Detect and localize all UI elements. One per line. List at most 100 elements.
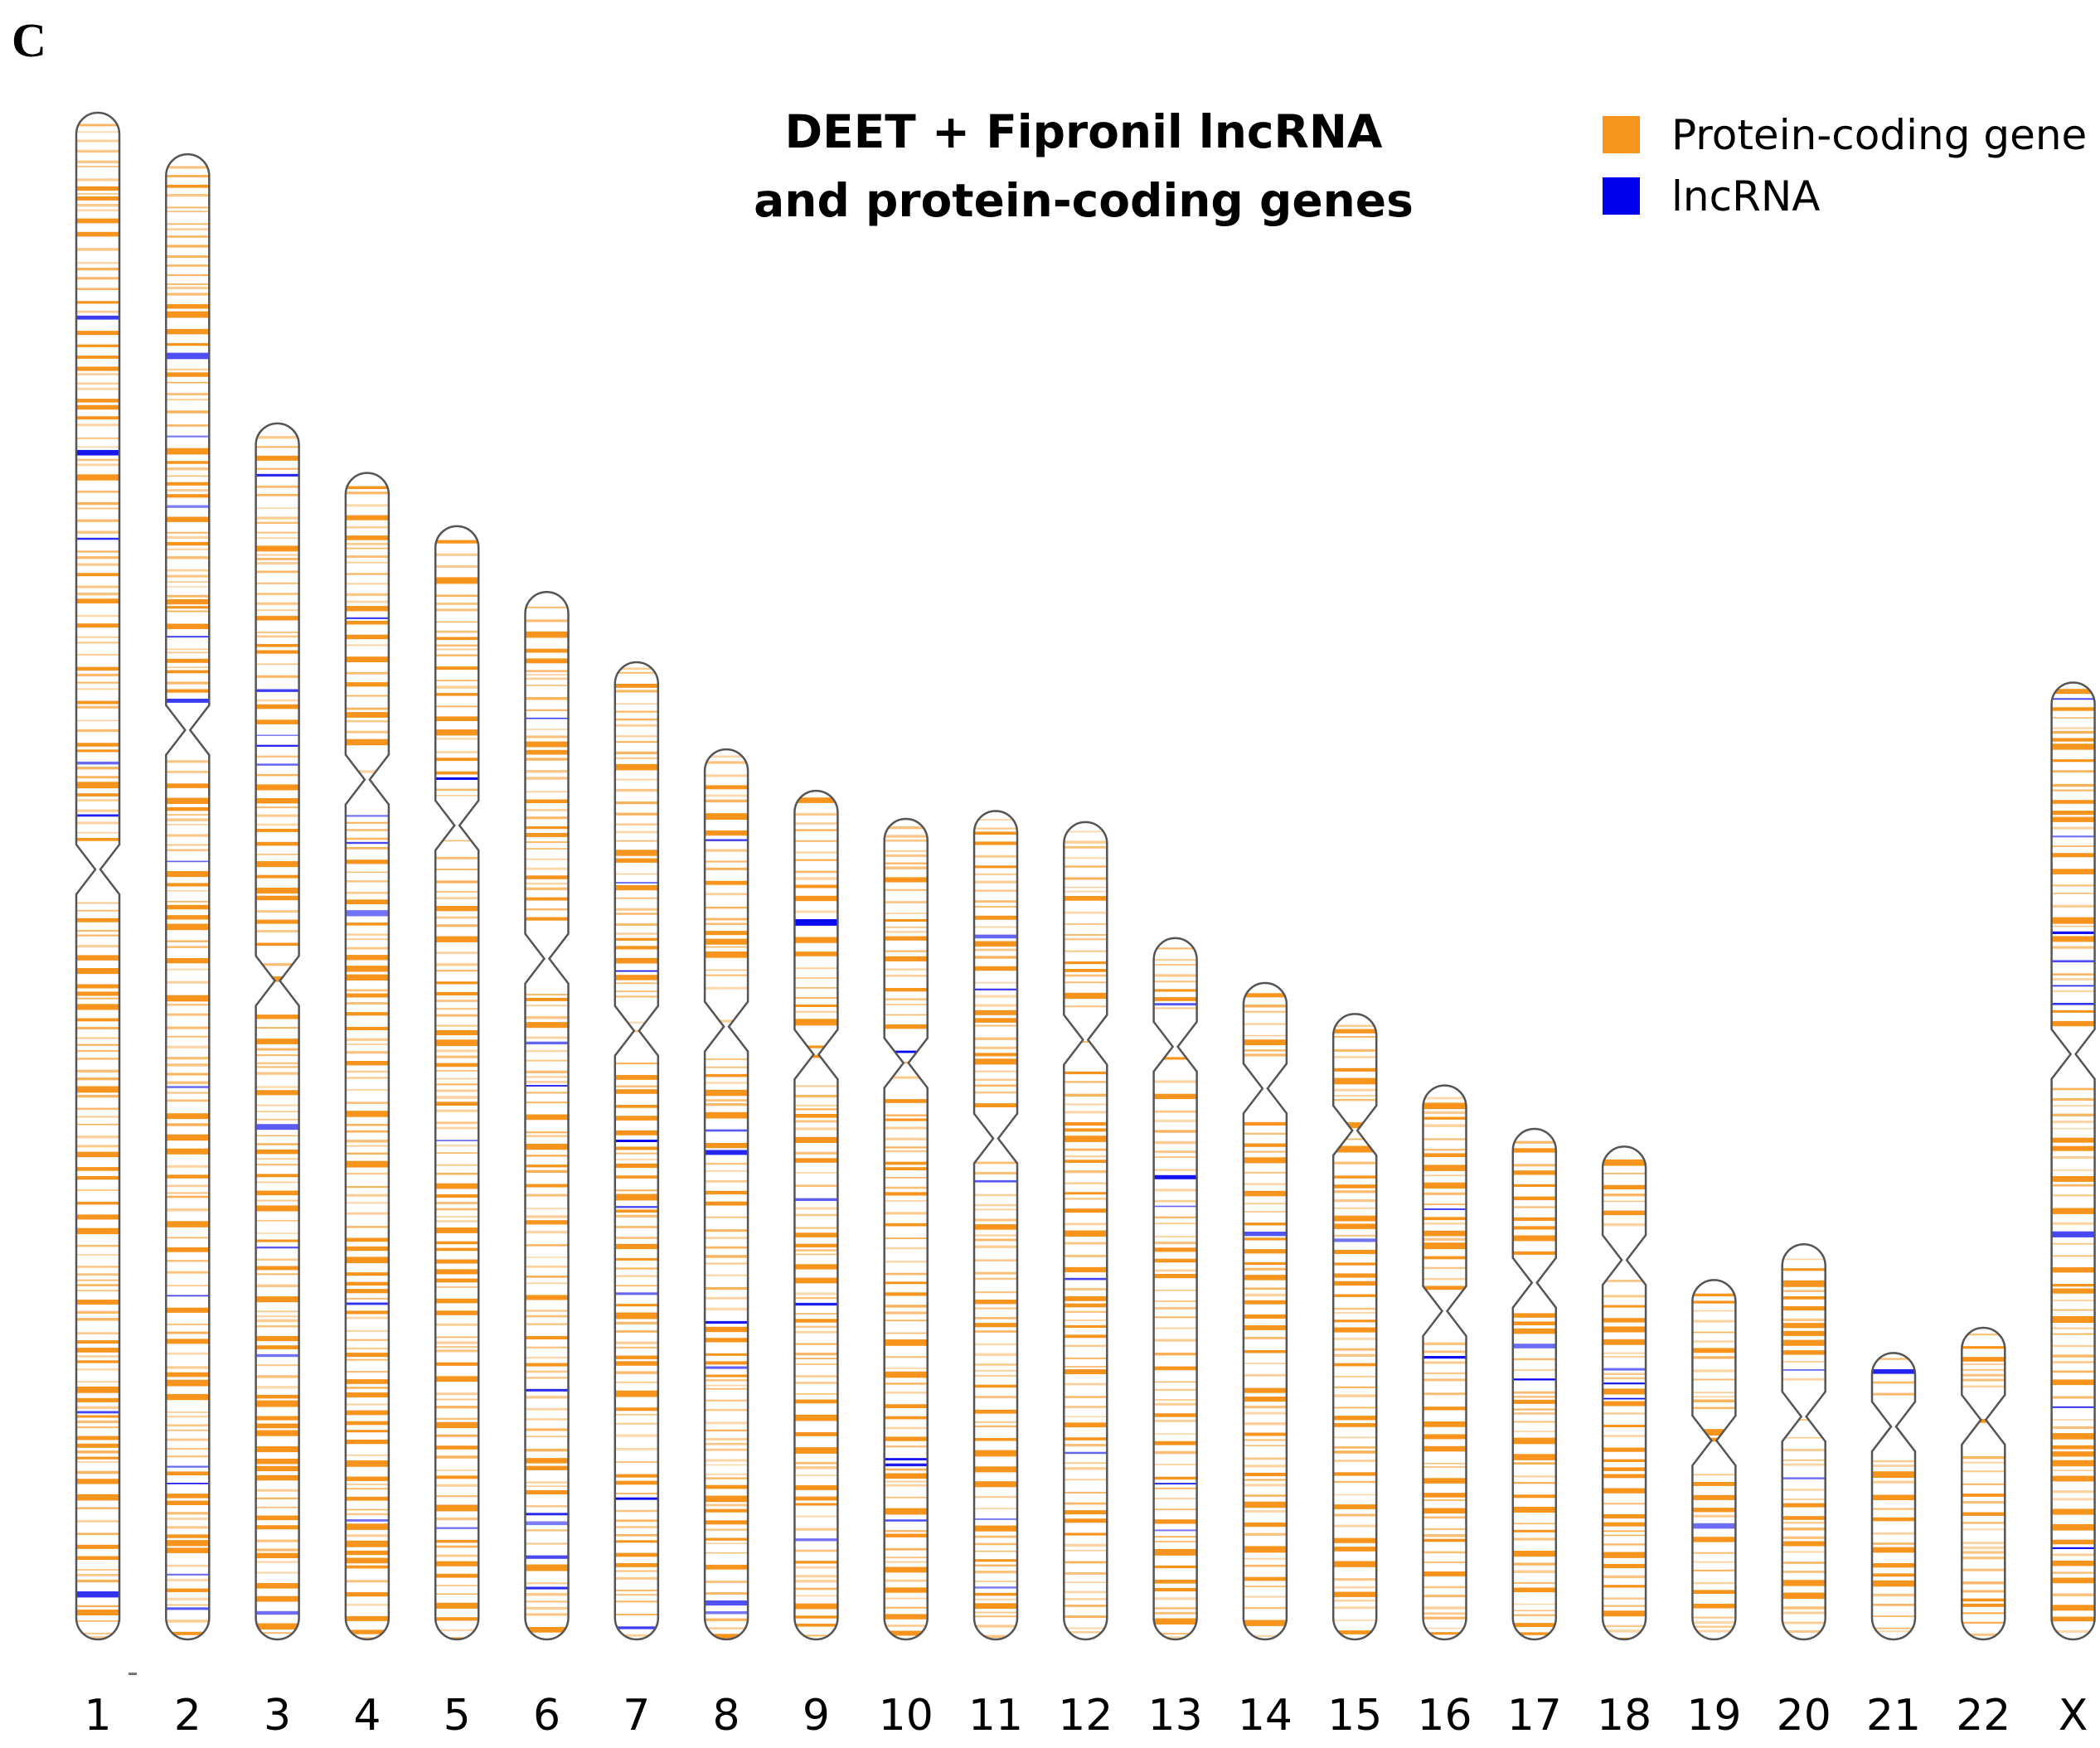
lncrna-band [1333,1238,1377,1242]
protein-coding-band [614,788,658,792]
protein-coding-band [884,956,928,961]
protein-coding-band [794,797,838,803]
protein-coding-band [525,1428,569,1431]
lncrna-band [166,1607,210,1610]
protein-coding-band [1153,1110,1197,1113]
protein-coding-band [1153,1156,1197,1158]
protein-coding-band [166,904,210,910]
protein-coding-band [166,255,210,259]
protein-coding-band [1512,1217,1556,1221]
protein-coding-band [1243,1479,1287,1481]
protein-coding-band [76,1290,119,1292]
protein-coding-band [884,862,928,864]
protein-coding-band [435,1194,479,1198]
protein-coding-band [974,1384,1017,1388]
protein-coding-band [1423,1266,1467,1269]
protein-coding-band [525,1092,569,1094]
protein-coding-band [794,997,838,999]
protein-coding-band [166,915,210,920]
title-line-1: DEET + Fipronil lncRNA [785,105,1383,158]
protein-coding-band [525,1542,569,1545]
protein-coding-band [1512,1482,1556,1484]
lncrna-band [705,1611,749,1615]
protein-coding-band [974,1481,1017,1488]
lncrna-band [1243,1232,1287,1237]
protein-coding-band [345,1592,389,1597]
protein-coding-band [794,1528,838,1531]
protein-coding-band [974,1564,1017,1566]
protein-coding-band [974,1581,1017,1582]
protein-coding-band [1423,1392,1467,1396]
protein-coding-band [1243,1606,1287,1610]
protein-coding-band [705,1019,749,1023]
protein-coding-band [76,1348,119,1353]
protein-coding-band [884,889,928,891]
protein-coding-band [345,974,389,981]
lncrna-band [255,689,299,692]
protein-coding-band [1782,1516,1826,1520]
chromosome-outline [344,472,390,1641]
protein-coding-band [1243,1157,1287,1164]
protein-coding-band [166,516,210,522]
protein-coding-band [255,1506,299,1508]
protein-coding-band [525,1485,569,1487]
protein-coding-band [884,1561,928,1563]
protein-coding-band [525,1016,569,1019]
protein-coding-band [255,963,299,966]
protein-coding-band [884,850,928,852]
protein-coding-band [1782,1318,1826,1321]
legend: Protein-coding gene lncRNA [1603,111,2087,220]
protein-coding-band [614,1371,658,1374]
protein-coding-band [435,1063,479,1068]
protein-coding-band [884,1192,928,1196]
protein-coding-band [435,936,479,942]
protein-coding-band [2051,853,2095,858]
protein-coding-band [525,816,569,820]
protein-coding-band [974,1194,1017,1197]
protein-coding-band [1333,1561,1377,1567]
chromosome-outline [1961,1326,2006,1641]
protein-coding-band [1333,1524,1377,1528]
protein-coding-band [794,877,838,880]
protein-coding-band [1603,1625,1647,1627]
protein-coding-band [76,623,119,628]
protein-coding-band [166,448,210,455]
protein-coding-band [1333,1095,1377,1097]
protein-coding-band [76,231,119,237]
protein-coding-band [525,867,569,870]
protein-coding-band [345,656,389,662]
protein-coding-band [1782,1330,1826,1336]
gene-bands-chr-13 [1153,947,1197,1639]
protein-coding-band [1064,1518,1108,1523]
protein-coding-band [76,490,119,493]
protein-coding-band [2051,1370,2095,1373]
protein-coding-band [614,1509,658,1513]
protein-coding-band [1333,1348,1377,1351]
protein-coding-band [435,648,479,651]
chromosome-label-12: 12 [1058,1691,1113,1741]
protein-coding-band [345,891,389,894]
protein-coding-band [884,1311,928,1315]
protein-coding-band [525,1266,569,1268]
protein-coding-band [1512,1632,1556,1635]
protein-coding-band [435,1077,479,1080]
protein-coding-band [794,1297,838,1300]
protein-coding-band [974,1611,1017,1614]
protein-coding-band [166,1438,210,1441]
protein-coding-band [255,1062,299,1065]
protein-coding-band [255,531,299,534]
protein-coding-band [525,1169,569,1174]
chromosome-label-17: 17 [1507,1691,1562,1741]
protein-coding-band [1243,1337,1287,1339]
protein-coding-band [794,1253,838,1256]
protein-coding-band [1333,1122,1377,1129]
protein-coding-band [884,1547,928,1551]
protein-coding-band [255,467,299,470]
protein-coding-band [974,1259,1017,1261]
protein-coding-band [1692,1293,1736,1297]
protein-coding-band [1153,1508,1197,1511]
protein-coding-band [1962,1483,2005,1485]
protein-coding-band [76,809,119,812]
protein-coding-band [1333,1363,1377,1367]
chromosome-labels: 1 2 3 4 5 6 7 8 9 10 11 12 13 14 15 16 17 18 19 20 21 22 X [84,1691,2088,1741]
